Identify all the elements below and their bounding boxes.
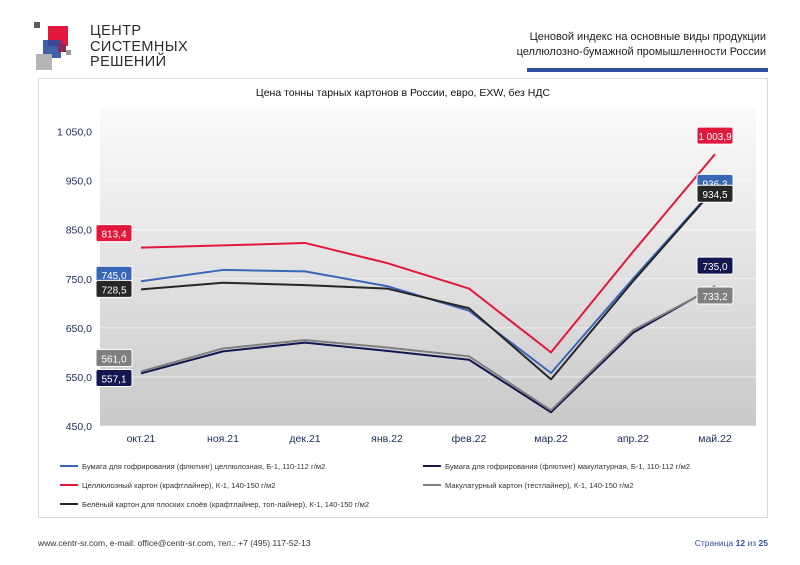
data-label-box	[696, 126, 734, 145]
page-number: Страница 12 из 25	[695, 538, 768, 548]
data-label-text: 733,2	[702, 292, 727, 303]
legend-label: Целлюлозный картон (крафтлайнер), К-1, 1…	[82, 481, 275, 490]
chart-frame	[38, 78, 768, 518]
series-line-5	[140, 187, 716, 381]
x-tick-label: мар.22	[534, 433, 568, 445]
x-tick-label: ноя.21	[207, 433, 239, 445]
data-label-text: 561,0	[101, 355, 126, 366]
data-label-text: 728,5	[101, 285, 126, 296]
company-name-line-2: СИСТЕМНЫХ	[90, 38, 189, 55]
data-label-box	[696, 184, 734, 203]
x-tick-label: янв.22	[371, 433, 403, 445]
series-line-2	[140, 285, 716, 414]
company-name-line-3: РЕШЕНИЙ	[90, 54, 167, 70]
company-logo-icon	[34, 22, 71, 70]
data-label-text: 1 003,9	[698, 132, 732, 143]
data-label: 561,0	[95, 349, 133, 368]
x-tick-label: дек.21	[289, 433, 320, 445]
footer-contacts: www.centr-sr.com, e-mail: office@centr-s…	[38, 538, 311, 548]
legend-item-1: Бумага для гофрирования (флютинг) целлюл…	[60, 462, 325, 471]
chart-title: Цена тонны тарных картонов в России, евр…	[256, 87, 551, 99]
data-label: 934,5	[696, 184, 734, 203]
legend-label: Макулатурный картон (тестлайнер), К-1, 1…	[445, 481, 634, 490]
data-label: 1 003,9	[696, 126, 734, 145]
x-tick-label: апр.22	[617, 433, 649, 445]
legend-item-2: Бумага для гофрирования (флютинг) макула…	[423, 462, 690, 471]
company-name: ЦЕНТР СИСТЕМНЫХ РЕШЕНИЙ	[90, 23, 189, 71]
y-tick-label: 550,0	[66, 372, 92, 384]
title-underline	[527, 68, 768, 72]
legend-item-3: Целлюлозный картон (крафтлайнер), К-1, 1…	[60, 481, 275, 490]
document-title-line-2: целлюлозно-бумажной промышленности Росси…	[516, 46, 766, 58]
data-label: 733,2	[696, 286, 734, 305]
data-label-text: 557,1	[101, 374, 126, 385]
document-title: Ценовой индекс на основные виды продукци…	[466, 30, 766, 60]
data-label-text: 934,5	[702, 190, 727, 201]
y-tick-label: 850,0	[66, 225, 92, 237]
data-label: 557,1	[95, 368, 133, 387]
data-label-box	[696, 256, 734, 275]
y-tick-label: 950,0	[66, 176, 92, 188]
data-label-text: 745,0	[101, 271, 126, 282]
price-chart: Цена тонны тарных картонов в России, евр…	[57, 87, 756, 509]
data-label-box	[696, 286, 734, 305]
legend-label: Бумага для гофрирования (флютинг) макула…	[445, 462, 690, 471]
legend-label: Белёный картон для плоских слоёв (крафтл…	[82, 500, 369, 509]
data-label: 728,5	[95, 279, 133, 298]
y-tick-label: 1 050,0	[57, 127, 92, 139]
page-separator: из	[747, 538, 757, 548]
page-current: 12	[735, 538, 746, 548]
series-line-4	[140, 286, 716, 412]
x-tick-label: окт.21	[127, 433, 156, 445]
data-label-box	[95, 349, 133, 368]
data-label: 813,4	[95, 224, 133, 243]
data-label-text: 813,4	[101, 230, 126, 241]
data-label-box	[95, 224, 133, 243]
company-name-line-1: ЦЕНТР	[90, 23, 142, 39]
data-label: 735,0	[696, 256, 734, 275]
plot-area	[100, 107, 756, 426]
y-tick-label: 650,0	[66, 323, 92, 335]
data-label-text: 735,0	[702, 262, 727, 273]
legend-item-4: Макулатурный картон (тестлайнер), К-1, 1…	[423, 481, 634, 490]
y-tick-label: 450,0	[66, 421, 92, 433]
document-title-line-1: Ценовой индекс на основные виды продукци…	[529, 31, 766, 43]
page-total: 25	[758, 538, 768, 548]
x-tick-label: май.22	[698, 433, 732, 445]
legend-item-5: Белёный картон для плоских слоёв (крафтл…	[60, 500, 369, 509]
x-tick-label: фев.22	[452, 433, 487, 445]
series-line-3	[140, 153, 716, 354]
y-tick-label: 750,0	[66, 274, 92, 286]
legend-label: Бумага для гофрирования (флютинг) целлюл…	[82, 462, 325, 471]
page-prefix: Страница	[694, 538, 734, 548]
data-label-box	[95, 368, 133, 387]
data-label-box	[95, 279, 133, 298]
